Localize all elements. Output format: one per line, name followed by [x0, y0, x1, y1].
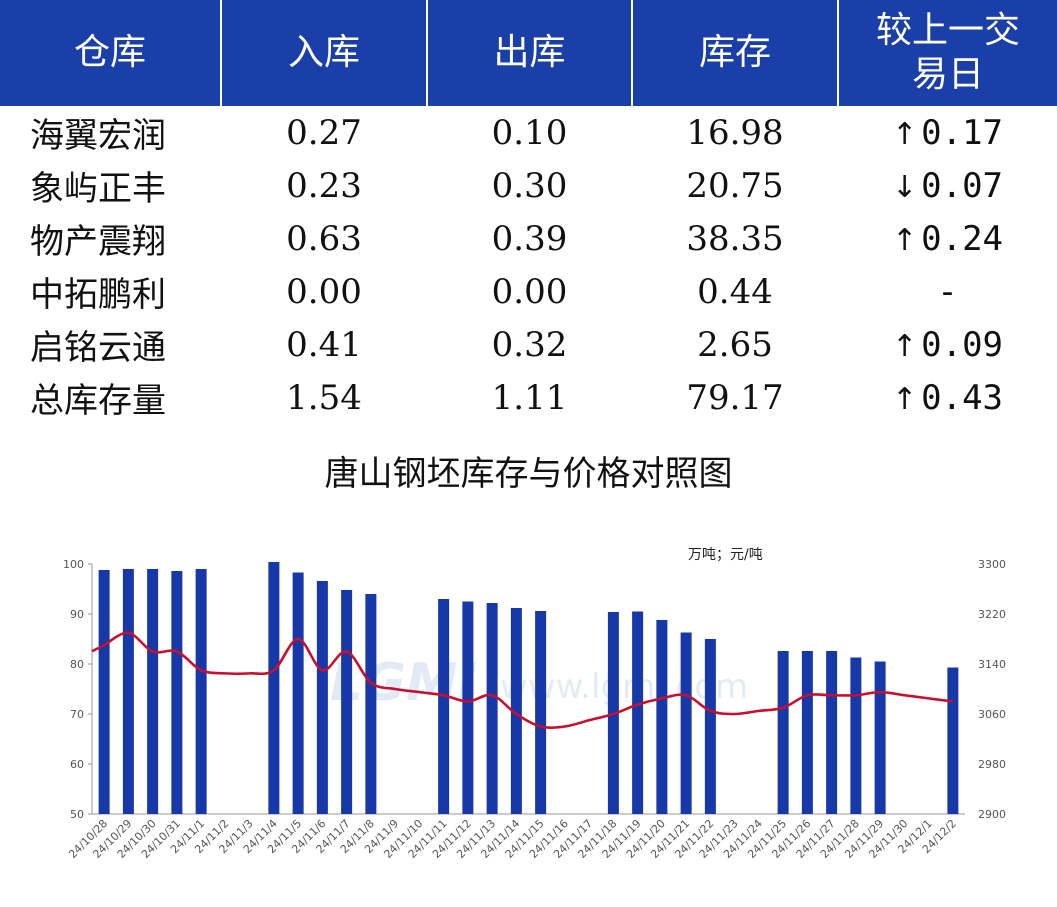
inventory-bar	[510, 608, 522, 814]
inventory-bar	[365, 594, 377, 814]
out-cell: 0.39	[491, 218, 568, 259]
warehouse-cell: 启铭云通	[30, 328, 166, 368]
inventory-bar	[656, 620, 668, 814]
stock-cell: 16.98	[686, 112, 784, 153]
arrow-up-icon: ↑	[891, 222, 918, 258]
in-cell: 1.54	[286, 377, 362, 418]
price-inventory-chart: LGMI www.lgmi.com506070809010029002980306…	[63, 558, 1006, 861]
left-tick-label: 70	[70, 708, 84, 721]
left-tick-label: 90	[70, 608, 84, 621]
out-cell: 0.00	[491, 271, 568, 312]
stock-cell: 0.44	[697, 271, 773, 312]
in-cell: 0.23	[286, 165, 362, 206]
right-tick-label: 3300	[978, 558, 1006, 571]
inventory-bar	[462, 601, 474, 814]
change-cell: ↓ 0.07	[838, 159, 1057, 212]
stock-cell: 2.65	[697, 324, 773, 365]
header-stock: 库存	[632, 0, 839, 106]
inventory-bar	[850, 657, 862, 814]
inventory-bar	[195, 569, 207, 814]
warehouse-cell: 物产震翔	[30, 222, 166, 262]
left-tick-label: 100	[63, 558, 84, 571]
inventory-table: 仓库 入库 出库 库存 较上一交易日 海翼宏润 0.27 0.10 16.98 ↑ 0.1…	[0, 0, 1057, 424]
in-cell: 0.00	[286, 271, 362, 312]
table-row: 物产震翔 0.63 0.39 38.35 ↑ 0.24	[0, 212, 1057, 265]
out-cell: 1.11	[491, 377, 568, 418]
inventory-bar	[268, 562, 280, 814]
change-value: 0.43	[921, 377, 1004, 418]
inventory-bar	[632, 611, 644, 814]
unit-label: 万吨；元/吨	[688, 547, 763, 563]
out-cell: 0.32	[491, 324, 568, 365]
in-cell: 0.27	[286, 112, 362, 153]
inventory-bar	[122, 569, 134, 814]
change-value: 0.07	[921, 165, 1004, 206]
header-in: 入库	[221, 0, 428, 106]
inventory-bar	[147, 569, 159, 814]
table-row: 总库存量 1.54 1.11 79.17 ↑ 0.43	[0, 371, 1057, 424]
left-tick-label: 80	[70, 658, 84, 671]
left-tick-label: 50	[70, 808, 84, 821]
inventory-bar	[292, 572, 304, 814]
warehouse-cell: 海翼宏润	[30, 116, 166, 156]
out-cell: 0.10	[491, 112, 568, 153]
change-cell: ↑ 0.09	[838, 318, 1057, 371]
arrow-up-icon: ↑	[891, 381, 918, 417]
table-row: 海翼宏润 0.27 0.10 16.98 ↑ 0.17	[0, 106, 1057, 159]
inventory-bar	[316, 581, 328, 814]
inventory-bar	[777, 651, 789, 814]
inventory-bar	[438, 599, 450, 814]
warehouse-cell: 总库存量	[30, 381, 166, 421]
inventory-bar	[947, 667, 959, 814]
in-cell: 0.63	[286, 218, 362, 259]
header-change-label: 较上一交易日	[875, 10, 1020, 95]
out-cell: 0.30	[491, 165, 568, 206]
inventory-bar	[826, 651, 838, 814]
stock-cell: 38.35	[686, 218, 784, 259]
table-row: 中拓鹏利 0.00 0.00 0.44 -	[0, 265, 1057, 318]
in-cell: 0.41	[286, 324, 362, 365]
warehouse-cell: 象屿正丰	[30, 169, 166, 209]
inventory-bar	[704, 639, 716, 814]
change-value: 0.17	[921, 112, 1004, 153]
left-tick-label: 60	[70, 758, 84, 771]
warehouse-cell: 中拓鹏利	[30, 275, 166, 315]
change-cell: -	[838, 265, 1057, 318]
inventory-bar	[486, 603, 498, 814]
change-cell: ↑ 0.17	[838, 106, 1057, 159]
inventory-bar	[171, 571, 183, 814]
table-row: 象屿正丰 0.23 0.30 20.75 ↓ 0.07	[0, 159, 1057, 212]
right-tick-label: 2900	[978, 808, 1006, 821]
right-tick-label: 3060	[978, 708, 1006, 721]
inventory-bar	[341, 590, 353, 814]
arrow-up-icon: ↑	[891, 116, 918, 152]
inventory-bar	[535, 611, 547, 814]
arrow-up-icon: ↑	[891, 328, 918, 364]
change-value: 0.09	[921, 324, 1004, 365]
watermark-logo: LGMI	[330, 653, 477, 713]
change-cell: ↑ 0.24	[838, 212, 1057, 265]
inventory-bar	[680, 632, 692, 814]
right-tick-label: 3220	[978, 608, 1006, 621]
header-change: 较上一交易日	[838, 0, 1057, 106]
change-value: 0.24	[921, 218, 1004, 259]
header-warehouse: 仓库	[0, 0, 222, 106]
header-out: 出库	[427, 0, 633, 106]
stock-cell: 79.17	[686, 377, 784, 418]
inventory-bar	[801, 651, 813, 814]
chart-title: 唐山钢坯库存与价格对照图	[324, 454, 733, 494]
inventory-bar	[98, 570, 110, 814]
inventory-bar	[874, 661, 886, 814]
right-tick-label: 2980	[978, 758, 1006, 771]
table-header-row: 仓库 入库 出库 库存 较上一交易日	[0, 0, 1057, 106]
arrow-down-icon: ↓	[891, 169, 918, 205]
price-line	[91, 631, 954, 729]
change-cell: ↑ 0.43	[838, 371, 1057, 424]
right-tick-label: 3140	[978, 658, 1006, 671]
change-value: -	[937, 271, 958, 312]
stock-cell: 20.75	[686, 165, 784, 206]
table-row: 启铭云通 0.41 0.32 2.65 ↑ 0.09	[0, 318, 1057, 371]
